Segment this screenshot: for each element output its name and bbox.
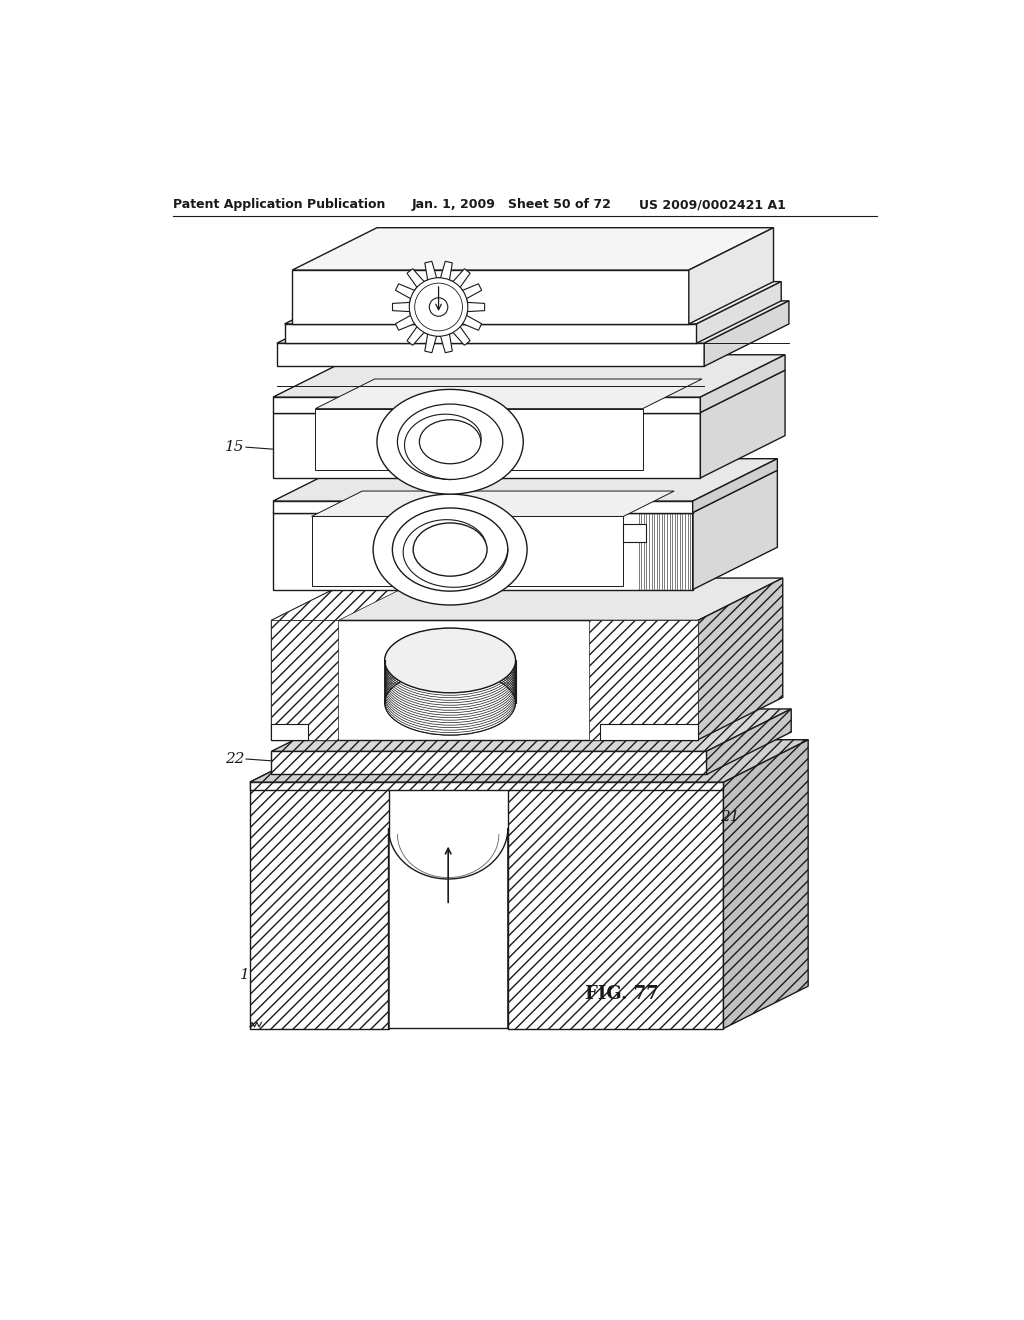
Text: 2: 2 (716, 292, 726, 305)
Text: 32: 32 (435, 983, 455, 997)
Polygon shape (700, 355, 785, 412)
Polygon shape (276, 301, 788, 343)
Ellipse shape (397, 404, 503, 479)
Polygon shape (692, 470, 777, 590)
Circle shape (429, 298, 447, 317)
Text: 31: 31 (294, 735, 313, 748)
Ellipse shape (385, 671, 515, 735)
Polygon shape (508, 781, 724, 1028)
Polygon shape (724, 739, 808, 1028)
Text: 24: 24 (720, 521, 739, 535)
Ellipse shape (377, 389, 523, 494)
Polygon shape (273, 370, 785, 412)
Text: 22: 22 (720, 744, 739, 758)
Text: 15: 15 (225, 440, 245, 454)
Text: US 2009/0002421 A1: US 2009/0002421 A1 (639, 198, 785, 211)
Polygon shape (392, 261, 484, 352)
Polygon shape (311, 516, 624, 586)
Polygon shape (508, 739, 808, 781)
Polygon shape (273, 355, 785, 397)
Polygon shape (311, 491, 674, 516)
Ellipse shape (420, 420, 481, 463)
Polygon shape (285, 323, 696, 343)
Polygon shape (250, 739, 808, 781)
Text: 5: 5 (512, 255, 521, 269)
Text: 15: 15 (720, 396, 739, 411)
Polygon shape (273, 512, 692, 590)
Circle shape (410, 277, 468, 337)
Text: 10: 10 (294, 400, 313, 413)
Polygon shape (292, 271, 689, 323)
Polygon shape (292, 227, 773, 271)
Polygon shape (692, 459, 777, 512)
Text: Jan. 1, 2009   Sheet 50 of 72: Jan. 1, 2009 Sheet 50 of 72 (412, 198, 611, 211)
Ellipse shape (413, 523, 487, 576)
Text: FIG. 77: FIG. 77 (585, 985, 658, 1003)
Polygon shape (624, 524, 646, 543)
Text: 4: 4 (337, 294, 346, 308)
Polygon shape (273, 502, 692, 512)
Polygon shape (700, 370, 785, 478)
Polygon shape (273, 470, 777, 512)
Polygon shape (689, 227, 773, 323)
Polygon shape (273, 459, 777, 502)
Polygon shape (250, 781, 388, 1028)
Text: 26: 26 (720, 627, 739, 642)
Polygon shape (250, 739, 473, 781)
Polygon shape (273, 397, 700, 412)
Polygon shape (273, 412, 700, 478)
Ellipse shape (392, 508, 508, 591)
Text: 1: 1 (240, 968, 250, 982)
Polygon shape (271, 620, 698, 739)
Circle shape (415, 284, 463, 331)
Text: 14: 14 (720, 434, 739, 449)
Text: 23: 23 (720, 690, 739, 705)
Polygon shape (600, 725, 698, 739)
Polygon shape (589, 620, 698, 739)
Polygon shape (276, 343, 705, 367)
Text: Patent Application Publication: Patent Application Publication (173, 198, 385, 211)
Polygon shape (285, 281, 781, 323)
Polygon shape (696, 281, 781, 343)
Polygon shape (271, 578, 423, 620)
Polygon shape (707, 709, 792, 775)
Text: 22: 22 (225, 752, 245, 766)
Polygon shape (271, 725, 307, 739)
Ellipse shape (385, 628, 515, 693)
Polygon shape (271, 620, 339, 739)
Polygon shape (250, 781, 724, 789)
Polygon shape (315, 409, 643, 470)
Text: 10: 10 (389, 483, 409, 496)
Polygon shape (271, 751, 707, 775)
Polygon shape (315, 379, 701, 409)
Polygon shape (271, 578, 782, 620)
Text: 21: 21 (720, 809, 739, 824)
Ellipse shape (373, 494, 527, 605)
Polygon shape (388, 829, 508, 1028)
Polygon shape (698, 578, 782, 739)
Polygon shape (705, 301, 788, 367)
Polygon shape (271, 709, 792, 751)
